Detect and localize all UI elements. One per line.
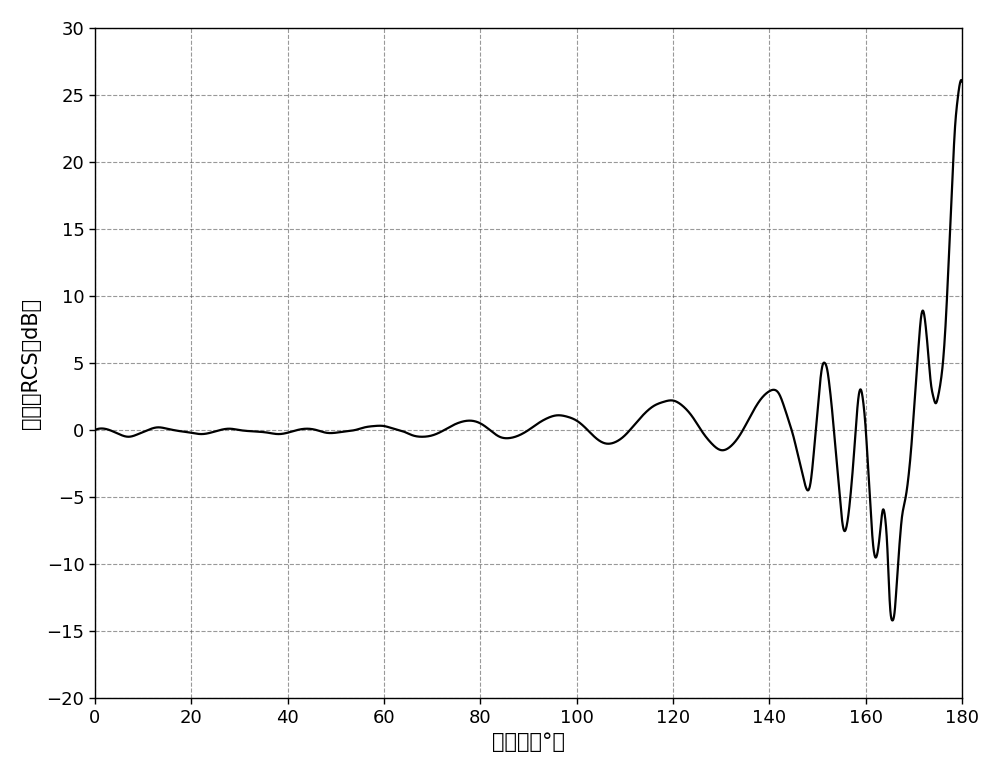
X-axis label: 双站角（°）: 双站角（°） <box>492 732 565 752</box>
Y-axis label: 归一化RCS（dB）: 归一化RCS（dB） <box>21 298 41 428</box>
